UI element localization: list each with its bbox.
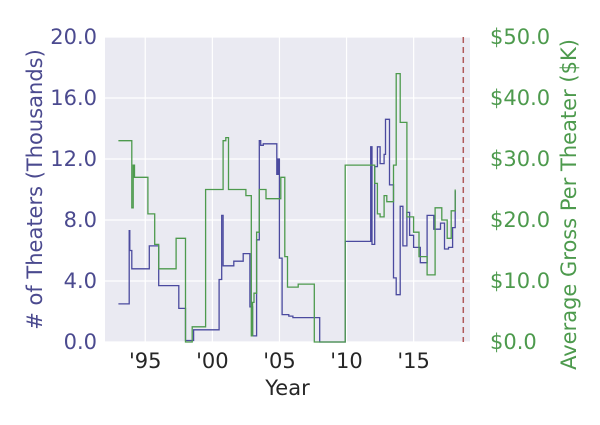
gross-per-theater-series-line (118, 72, 456, 343)
left-tick-label: 8.0 (64, 208, 97, 232)
x-tick-label: '95 (129, 349, 162, 373)
left-tick-label: 0.0 (64, 330, 97, 354)
theaters-series-line (118, 118, 456, 343)
right-tick-label: $10.0 (490, 269, 550, 293)
series-lines (118, 72, 456, 343)
x-axis-title: Year (264, 376, 310, 400)
right-tick-label: $30.0 (490, 147, 550, 171)
left-tick-label: 4.0 (64, 269, 97, 293)
x-tick-label: '10 (330, 349, 363, 373)
plot-background (105, 37, 470, 342)
left-tick-label: 12.0 (50, 147, 97, 171)
right-tick-label: $40.0 (490, 86, 550, 110)
left-tick-label: 16.0 (50, 86, 97, 110)
left-axis-title: # of Theaters (Thousands) (23, 49, 47, 330)
x-tick-label: '00 (196, 349, 229, 373)
right-tick-label: $0.0 (490, 330, 537, 354)
right-tick-label: $50.0 (490, 25, 550, 49)
x-tick-label: '15 (397, 349, 430, 373)
right-axis-title: Average Gross Per Theater ($K) (557, 39, 581, 370)
right-tick-label: $20.0 (490, 208, 550, 232)
x-tick-label: '05 (263, 349, 296, 373)
tick-labels: 0.0 4.0 8.0 12.0 16.0 20.0 $0.0 $10.0 $20.0 $30.0… (50, 25, 550, 373)
left-tick-label: 20.0 (50, 25, 97, 49)
